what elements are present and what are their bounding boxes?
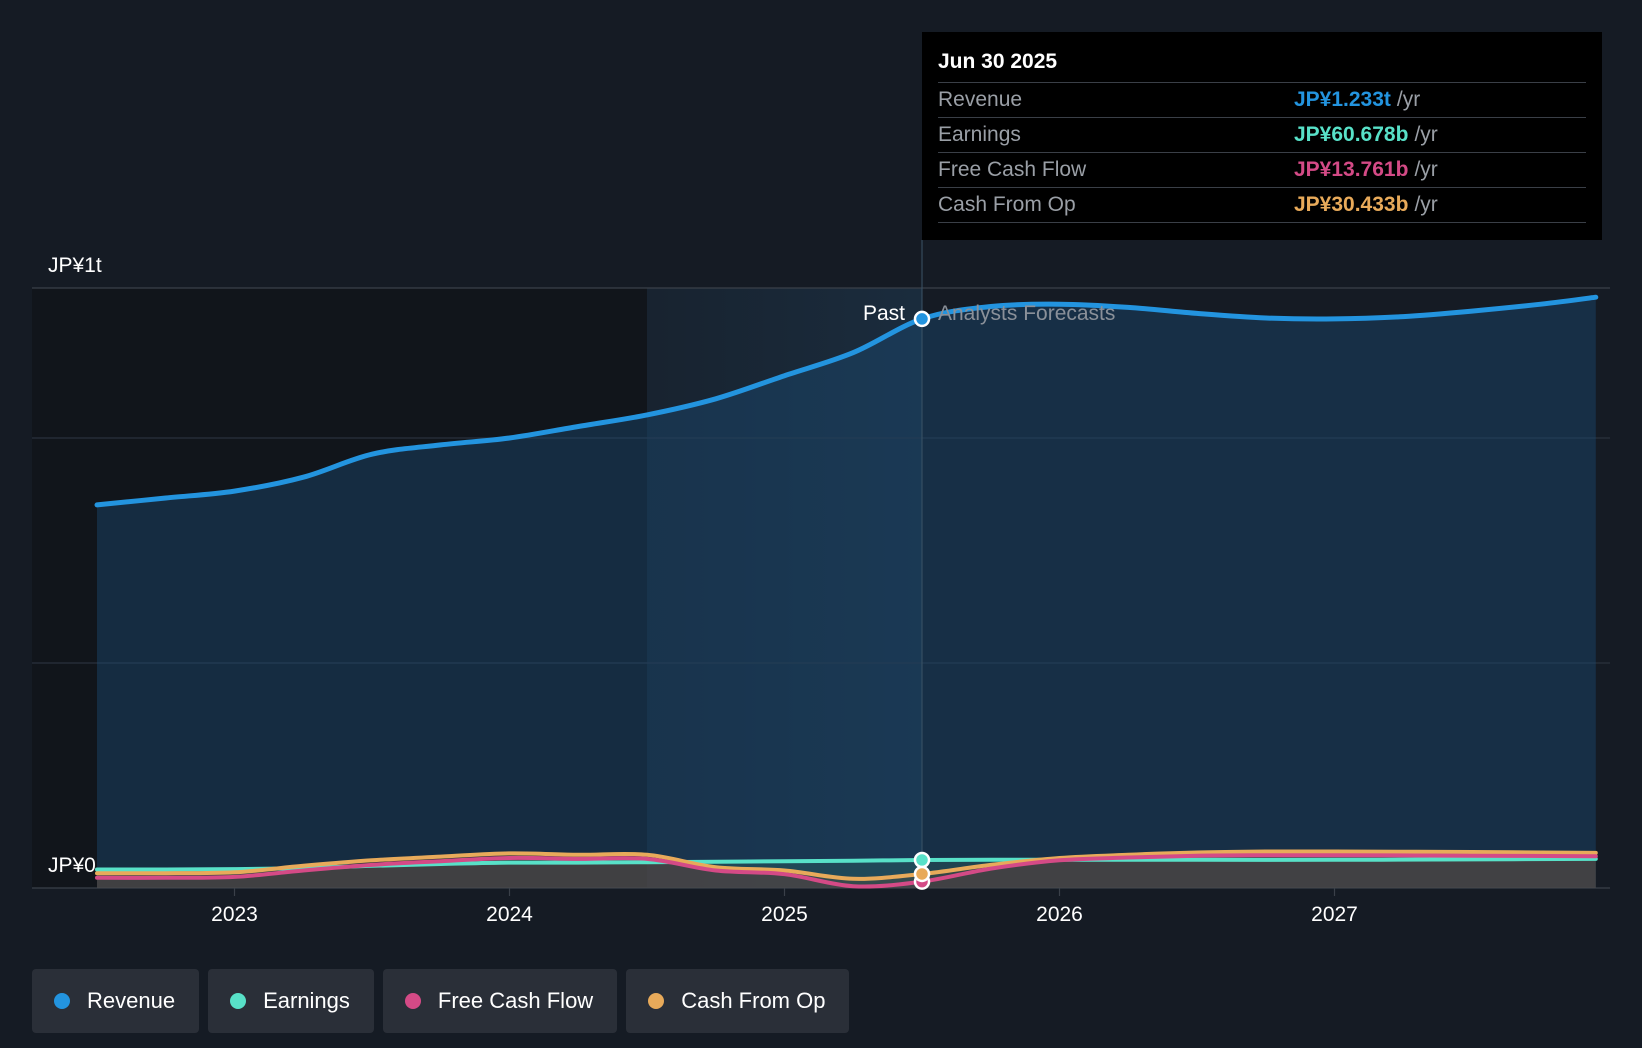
tooltip-label: Earnings	[938, 123, 1021, 146]
tooltip-row-revenue: Revenue JP¥1.233t /yr	[938, 82, 1586, 117]
tooltip-row-earnings: Earnings JP¥60.678b /yr	[938, 117, 1586, 152]
cash-from-op-line	[95, 849, 1598, 881]
x-tick-label: 2024	[486, 903, 533, 926]
tooltip-label: Revenue	[938, 88, 1023, 111]
tooltip-value: JP¥30.433b	[1294, 193, 1409, 216]
earnings-marker[interactable]	[913, 851, 931, 869]
cash-from-op-marker[interactable]	[913, 865, 931, 883]
legend-item-revenue[interactable]: Revenue	[32, 969, 200, 1033]
earnings-area	[97, 858, 1596, 888]
legend-item-free-cash-flow[interactable]: Free Cash Flow	[382, 969, 618, 1033]
tooltip-date: Jun 30 2025	[938, 50, 1058, 73]
free-cash-flow-dot-icon	[404, 993, 421, 1009]
x-tick-label: 2026	[1036, 903, 1083, 926]
legend: Revenue Earnings Free Cash Flow Cash Fro…	[32, 969, 850, 1033]
x-tick-label: 2027	[1311, 903, 1358, 926]
tooltip-unit: /yr	[1396, 88, 1421, 111]
tooltip-unit: /yr	[1414, 123, 1438, 146]
recent-past-band	[647, 288, 922, 888]
forecast-label: Analysts Forecasts	[938, 302, 1115, 325]
tooltip-label: Free Cash Flow	[938, 158, 1087, 181]
revenue-dot-icon	[54, 993, 70, 1009]
y-axis-label-top: JP¥1t	[48, 254, 102, 277]
legend-item-earnings[interactable]: Earnings	[208, 969, 374, 1033]
tooltip: Jun 30 2025 Revenue JP¥1.233t /yr Earnin…	[922, 32, 1602, 240]
tooltip-label: Cash From Op	[938, 193, 1076, 216]
tooltip-row-free-cash-flow: Free Cash Flow JP¥13.761b /yr	[938, 152, 1586, 187]
legend-label: Revenue	[87, 988, 176, 1013]
x-tick-label: 2023	[211, 903, 258, 926]
tooltip-value: JP¥60.678b	[1294, 123, 1409, 146]
tooltip-value: JP¥1.233t	[1294, 88, 1391, 111]
tooltip-value: JP¥13.761b	[1294, 158, 1409, 181]
free-cash-flow-line	[95, 853, 1598, 889]
cash-from-op-dot-icon	[648, 993, 665, 1009]
tooltip-row-cash-from-op: Cash From Op JP¥30.433b /yr	[938, 187, 1586, 223]
tooltip-unit: /yr	[1414, 158, 1438, 181]
revenue-line	[94, 294, 1599, 508]
legend-label: Earnings	[263, 988, 350, 1013]
legend-label: Cash From Op	[681, 988, 826, 1013]
revenue-area	[97, 297, 1596, 888]
revenue-marker[interactable]	[913, 310, 931, 328]
x-tick-label: 2025	[761, 903, 808, 926]
past-shade	[32, 288, 647, 888]
legend-item-cash-from-op[interactable]: Cash From Op	[626, 969, 850, 1033]
tooltip-unit: /yr	[1414, 193, 1438, 216]
legend-label: Free Cash Flow	[437, 988, 594, 1013]
earnings-dot-icon	[230, 993, 247, 1009]
past-label: Past	[863, 302, 905, 325]
y-axis-label-bottom: JP¥0	[48, 854, 96, 877]
